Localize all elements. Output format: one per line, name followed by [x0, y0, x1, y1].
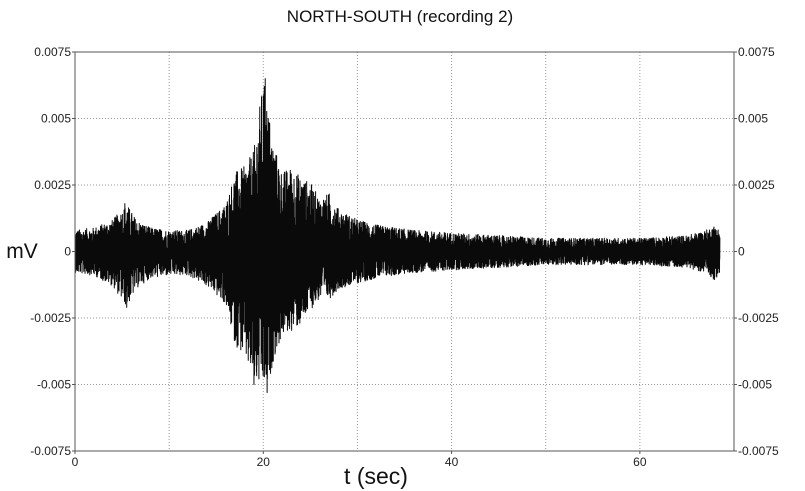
y-axis-left: 0.0075 0.005 0.0025 0 -0.0025 -0.005 -0.0075: [30, 45, 75, 458]
x-axis: 0 20 40 60: [72, 451, 647, 469]
x-tick-label: 20: [257, 455, 271, 469]
x-tick-label: 60: [633, 455, 647, 469]
y-tick-label-right: 0.0075: [738, 45, 775, 59]
y-axis-label: mV: [6, 240, 38, 263]
x-axis-label: t (sec): [344, 463, 408, 489]
y-tick-label-left: 0.005: [41, 112, 71, 126]
y-tick-label-left: -0.0075: [30, 444, 71, 458]
y-tick-label-left: -0.0025: [30, 311, 71, 325]
y-tick-label-right: -0.005: [738, 378, 772, 392]
x-tick-label: 40: [445, 455, 459, 469]
x-tick-label: 0: [72, 455, 79, 469]
y-tick-label-right: 0.005: [738, 112, 768, 126]
waveform-series: [74, 78, 721, 393]
y-tick-label-right: 0.0025: [738, 178, 775, 192]
y-tick-label-left: 0.0025: [34, 178, 71, 192]
y-tick-label-right: 0: [738, 245, 745, 259]
chart-title: NORTH-SOUTH (recording 2): [287, 7, 513, 26]
y-tick-label-left: 0: [64, 245, 71, 259]
y-tick-label-right: -0.0025: [738, 311, 779, 325]
y-axis-right: 0.0075 0.005 0.0025 0 -0.0025 -0.005 -0.0075: [734, 45, 779, 458]
waveform-line: [74, 78, 721, 393]
y-tick-label-right: -0.0075: [738, 444, 779, 458]
y-tick-label-left: 0.0075: [34, 45, 71, 59]
y-tick-label-left: -0.005: [37, 378, 71, 392]
